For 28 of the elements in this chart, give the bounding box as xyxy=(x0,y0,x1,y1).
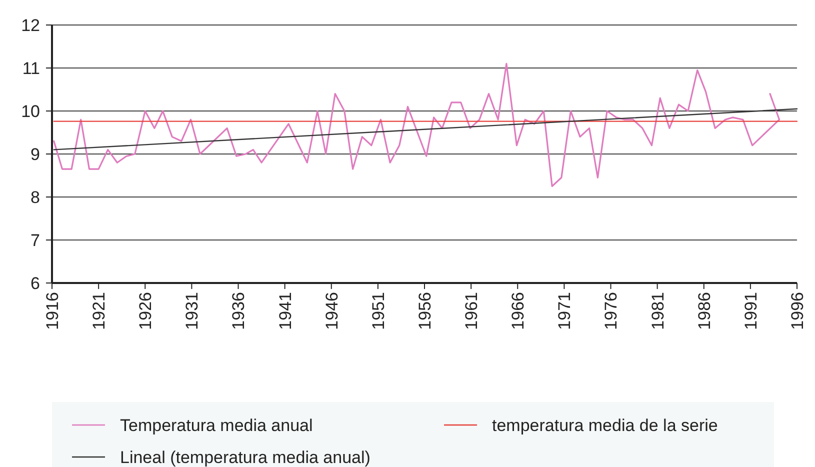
x-tick-label: 1956 xyxy=(415,292,434,330)
x-tick-label: 1926 xyxy=(136,292,156,330)
x-tick-label: 1966 xyxy=(508,292,528,330)
x-tick-label: 1976 xyxy=(602,292,621,330)
legend-label: temperatura media de la serie xyxy=(492,416,718,435)
legend-label: Lineal (temperatura media anual) xyxy=(120,448,370,467)
x-tick-label: 1951 xyxy=(368,292,388,330)
y-tick-label: 11 xyxy=(22,58,40,78)
y-tick-label: 12 xyxy=(21,16,40,35)
y-tick-label: 7 xyxy=(30,230,40,250)
y-tick-label: 9 xyxy=(30,144,40,164)
y-tick-label: 6 xyxy=(30,274,40,293)
x-tick-label: 1941 xyxy=(276,292,295,330)
x-tick-label: 1996 xyxy=(788,292,807,330)
x-tick-label: 1961 xyxy=(462,292,482,330)
legend-label: Temperatura media anual xyxy=(120,416,313,435)
x-tick-label: 1946 xyxy=(322,292,342,330)
y-tick-label: 8 xyxy=(30,188,40,207)
x-tick-label: 1921 xyxy=(90,292,109,330)
x-tick-label: 1986 xyxy=(694,292,714,330)
x-tick-label: 1931 xyxy=(182,292,202,330)
x-tick-label: 1991 xyxy=(741,292,760,330)
x-tick-label: 1981 xyxy=(648,292,668,330)
x-tick-label: 1916 xyxy=(42,292,62,330)
x-tick-label: 1936 xyxy=(229,292,248,330)
x-tick-label: 1971 xyxy=(555,292,574,330)
line-series xyxy=(53,62,780,188)
y-tick-label: 10 xyxy=(21,102,40,121)
